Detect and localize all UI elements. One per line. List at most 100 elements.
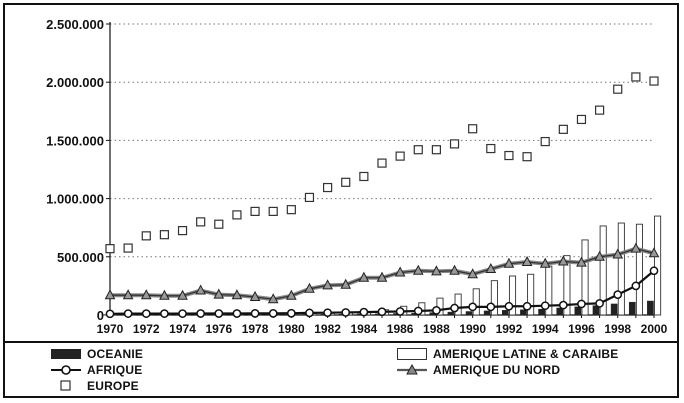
marker-amerique-nord xyxy=(376,271,388,282)
marker-afrique xyxy=(432,305,441,315)
marker-amerique-nord xyxy=(213,288,225,299)
legend: OCEANIE AFRIQUE EUROPE AMERIQUE LATINE &… xyxy=(5,341,679,398)
marker-afrique xyxy=(504,301,514,311)
marker-europe xyxy=(558,124,568,134)
marker-europe xyxy=(141,231,151,241)
legend-item-oceanie: OCEANIE xyxy=(51,347,143,361)
marker-europe xyxy=(594,105,605,115)
legend-swatch-amerique-latine xyxy=(397,348,427,360)
marker-amerique-nord xyxy=(231,289,243,300)
marker-europe xyxy=(304,192,315,203)
marker-afrique xyxy=(595,299,604,308)
bar-oceanie xyxy=(538,308,545,316)
marker-europe xyxy=(196,217,206,227)
marker-afrique xyxy=(178,309,187,318)
legend-label-afrique: AFRIQUE xyxy=(87,363,143,377)
y-tick-label: 0 xyxy=(97,308,104,323)
marker-amerique-nord xyxy=(467,268,478,279)
marker-europe xyxy=(449,139,460,149)
marker-europe xyxy=(341,177,351,187)
marker-afrique xyxy=(540,301,550,311)
marker-afrique xyxy=(123,309,133,318)
legend-item-amerique-latine: AMERIQUE LATINE & CARAIBE xyxy=(397,347,618,361)
legend-swatch-amerique-nord xyxy=(397,363,427,376)
marker-europe xyxy=(413,145,423,155)
bar-amerique-latine xyxy=(508,275,517,316)
marker-amerique-nord xyxy=(249,290,261,301)
marker-europe xyxy=(286,205,296,215)
gridlines xyxy=(110,23,654,258)
marker-afrique xyxy=(450,303,459,313)
marker-afrique xyxy=(286,308,296,318)
marker-afrique xyxy=(631,281,641,291)
y-tick-label: 1.000.000 xyxy=(46,192,104,207)
marker-europe xyxy=(250,206,260,217)
marker-afrique xyxy=(486,302,496,312)
legend-label-amerique-nord: AMERIQUE DU NORD xyxy=(433,363,561,377)
bar-oceanie xyxy=(628,301,636,316)
marker-europe xyxy=(649,76,659,86)
marker-amerique-nord xyxy=(521,255,533,267)
marker-afrique xyxy=(214,309,224,318)
x-tick-label: 1986 xyxy=(387,322,414,336)
marker-amerique-nord xyxy=(558,255,569,266)
bar-oceanie xyxy=(647,300,654,316)
bar-amerique-latine xyxy=(527,273,535,316)
marker-europe xyxy=(631,72,641,82)
marker-afrique xyxy=(323,308,332,318)
legend-item-amerique-nord: AMERIQUE DU NORD xyxy=(397,363,560,377)
marker-afrique xyxy=(160,309,169,318)
x-tick-label: 1988 xyxy=(423,322,450,336)
x-tick-label: 1970 xyxy=(97,322,124,336)
marker-amerique-nord xyxy=(304,282,315,293)
marker-amerique-nord xyxy=(612,248,624,259)
marker-afrique xyxy=(468,302,478,312)
marker-afrique xyxy=(359,307,369,317)
bar-oceanie xyxy=(447,311,455,316)
marker-europe xyxy=(323,182,333,193)
legend-item-europe: EUROPE xyxy=(51,379,139,393)
x-tick-label: 1992 xyxy=(496,322,523,336)
x-tick-label: 1978 xyxy=(242,322,269,336)
y-tick-label: 2.000.000 xyxy=(46,75,104,90)
marker-amerique-nord xyxy=(177,289,188,300)
marker-afrique xyxy=(649,266,659,276)
bar-amerique-latine xyxy=(472,288,480,316)
x-tick-label: 1982 xyxy=(314,322,341,336)
marker-amerique-nord xyxy=(412,264,424,275)
marker-amerique-nord xyxy=(159,289,170,300)
marker-amerique-nord xyxy=(104,289,116,300)
marker-afrique xyxy=(268,309,278,318)
marker-europe xyxy=(105,244,115,254)
x-tick-label: 2000 xyxy=(641,322,668,336)
marker-europe xyxy=(159,230,169,240)
legend-swatch-afrique xyxy=(51,364,81,376)
marker-amerique-nord xyxy=(449,264,460,275)
marker-europe xyxy=(431,145,441,155)
x-tick-label: 1998 xyxy=(604,322,631,336)
x-tick-label: 1984 xyxy=(351,322,378,336)
marker-europe xyxy=(468,124,478,134)
marker-europe xyxy=(177,226,188,236)
marker-europe xyxy=(232,210,242,220)
marker-afrique xyxy=(141,309,151,318)
marker-afrique xyxy=(577,299,586,309)
marker-amerique-nord xyxy=(322,279,333,290)
x-tick-label: 1980 xyxy=(278,322,305,336)
bar-oceanie xyxy=(483,310,491,316)
y-axis: 0 500.000 1.000.000 1.500.000 2.000.000 2.500… xyxy=(46,17,111,323)
marker-amerique-nord xyxy=(630,242,642,253)
marker-afrique xyxy=(395,307,405,316)
marker-amerique-nord xyxy=(286,289,297,300)
y-tick-label: 1.500.000 xyxy=(46,133,104,148)
marker-afrique xyxy=(522,301,532,311)
bar-amerique-latine xyxy=(654,215,662,316)
marker-amerique-nord xyxy=(485,262,497,274)
bar-amerique-latine xyxy=(490,280,498,316)
marker-europe xyxy=(613,84,623,94)
marker-afrique xyxy=(558,300,568,310)
marker-europe xyxy=(395,151,405,161)
series-markers xyxy=(104,72,660,319)
marker-europe xyxy=(522,152,532,162)
marker-amerique-nord xyxy=(431,265,442,276)
